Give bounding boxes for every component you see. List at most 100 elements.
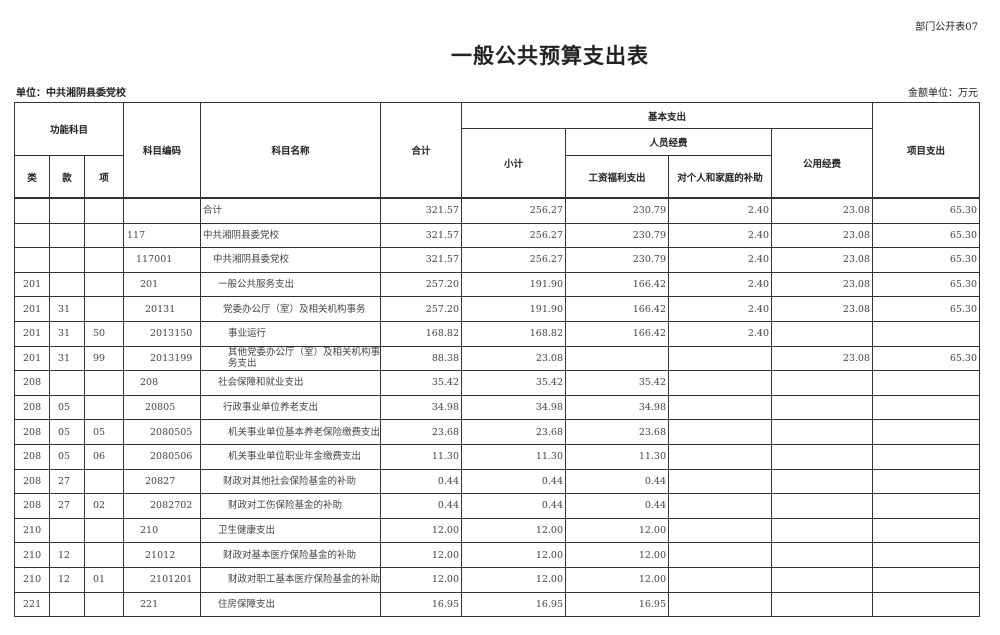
cell-xiang: 50 [83, 320, 125, 347]
cell-total: 34.98 [380, 394, 463, 421]
cell-subtotal: 12.00 [461, 542, 567, 568]
cell-xiang [83, 247, 125, 273]
cell-lei: 208 [14, 394, 50, 421]
cell-public [771, 517, 874, 544]
cell-subtotal: 256.27 [461, 197, 567, 224]
cell-code: 2013150 [123, 320, 202, 347]
cell-code: 2101201 [123, 566, 202, 593]
cell-lei: 208 [14, 468, 50, 495]
cell-lei: 208 [14, 370, 50, 396]
cell-kuan [49, 222, 85, 249]
cell-xiang [83, 296, 125, 322]
cell-code: 21012 [123, 542, 202, 568]
cell-total: 257.20 [380, 271, 463, 298]
header-name: 科目名称 [200, 102, 382, 199]
cell-kuan: 05 [49, 419, 85, 445]
cell-project: 65.30 [872, 271, 981, 298]
cell-subtotal: 191.90 [461, 271, 567, 298]
header-lei: 类 [14, 155, 50, 199]
cell-wages: 230.79 [565, 247, 670, 273]
cell-xiang [83, 517, 125, 544]
cell-project [872, 419, 981, 445]
cell-project: 65.30 [872, 345, 981, 372]
cell-code: 117001 [123, 247, 202, 273]
cell-lei [14, 197, 50, 224]
cell-subsidy [668, 443, 773, 470]
cell-public [771, 542, 874, 568]
cell-lei: 208 [14, 493, 50, 519]
cell-total: 12.00 [380, 542, 463, 568]
cell-wages: 11.30 [565, 443, 670, 470]
cell-kuan [49, 247, 85, 273]
cell-subsidy [668, 468, 773, 495]
cell-lei: 201 [14, 320, 50, 347]
cell-wages: 12.00 [565, 566, 670, 593]
cell-subsidy: 2.40 [668, 320, 773, 347]
cell-project [872, 468, 981, 495]
cell-name: 事业运行 [200, 320, 382, 347]
cell-xiang: 01 [83, 566, 125, 593]
cell-subsidy [668, 370, 773, 396]
header-basic: 基本支出 [461, 102, 874, 129]
cell-lei: 201 [14, 296, 50, 322]
cell-subtotal: 12.00 [461, 566, 567, 593]
cell-subtotal: 168.82 [461, 320, 567, 347]
cell-lei: 208 [14, 443, 50, 470]
table-row: 208 05 05 2080505 机关事业单位基本养老保险缴费支出 23.68 23.68… [14, 419, 981, 445]
budget-table: 功能科目 科目编码 科目名称 合计 基本支出 项目支出 小计 人员经费 公用经费… [13, 102, 981, 618]
cell-wages: 23.68 [565, 419, 670, 445]
cell-project [872, 517, 981, 544]
cell-name: 其他党委办公厅（室）及相关机构事务支出 [200, 345, 382, 372]
cell-public: 23.08 [771, 345, 874, 372]
cell-subsidy: 2.40 [668, 197, 773, 224]
cell-project [872, 591, 981, 618]
cell-code: 20827 [123, 468, 202, 495]
cell-code: 221 [123, 591, 202, 618]
cell-xiang [83, 394, 125, 421]
cell-public: 23.08 [771, 247, 874, 273]
cell-kuan: 12 [49, 566, 85, 593]
cell-public [771, 468, 874, 495]
cell-xiang [83, 271, 125, 298]
cell-subtotal: 256.27 [461, 247, 567, 273]
cell-kuan [49, 271, 85, 298]
cell-code: 20805 [123, 394, 202, 421]
cell-project [872, 394, 981, 421]
cell-public [771, 370, 874, 396]
table-row: 201 201 一般公共服务支出 257.20 191.90 166.42 2.40 23.0… [14, 271, 981, 298]
cell-name: 机关事业单位职业年金缴费支出 [200, 443, 382, 470]
cell-name: 机关事业单位基本养老保险缴费支出 [200, 419, 382, 445]
header-personnel: 人员经费 [565, 128, 773, 156]
cell-subsidy: 2.40 [668, 296, 773, 322]
header-project: 项目支出 [872, 102, 981, 199]
cell-project: 65.30 [872, 222, 981, 249]
cell-public: 23.08 [771, 271, 874, 298]
cell-project [872, 443, 981, 470]
cell-subtotal: 34.98 [461, 394, 567, 421]
cell-wages: 34.98 [565, 394, 670, 421]
cell-subsidy [668, 419, 773, 445]
cell-project: 65.30 [872, 296, 981, 322]
cell-public [771, 419, 874, 445]
cell-xiang [83, 542, 125, 568]
cell-xiang [83, 370, 125, 396]
cell-name: 合计 [200, 197, 382, 224]
cell-code: 117 [123, 222, 202, 249]
cell-total: 321.57 [380, 222, 463, 249]
cell-total: 0.44 [380, 468, 463, 495]
cell-code: 210 [123, 517, 202, 544]
cell-wages: 230.79 [565, 222, 670, 249]
cell-xiang: 02 [83, 493, 125, 519]
cell-xiang [83, 591, 125, 618]
cell-xiang: 06 [83, 443, 125, 470]
cell-subsidy [668, 591, 773, 618]
cell-code: 201 [123, 271, 202, 298]
cell-project [872, 542, 981, 568]
cell-public [771, 566, 874, 593]
money-unit-label: 金额单位：万元 [908, 88, 978, 99]
table-row: 201 31 50 2013150 事业运行 168.82 168.82 166.42 2.40 [14, 320, 981, 347]
cell-name: 行政事业单位养老支出 [200, 394, 382, 421]
cell-wages [565, 345, 670, 372]
cell-project [872, 370, 981, 396]
cell-name: 卫生健康支出 [200, 517, 382, 544]
